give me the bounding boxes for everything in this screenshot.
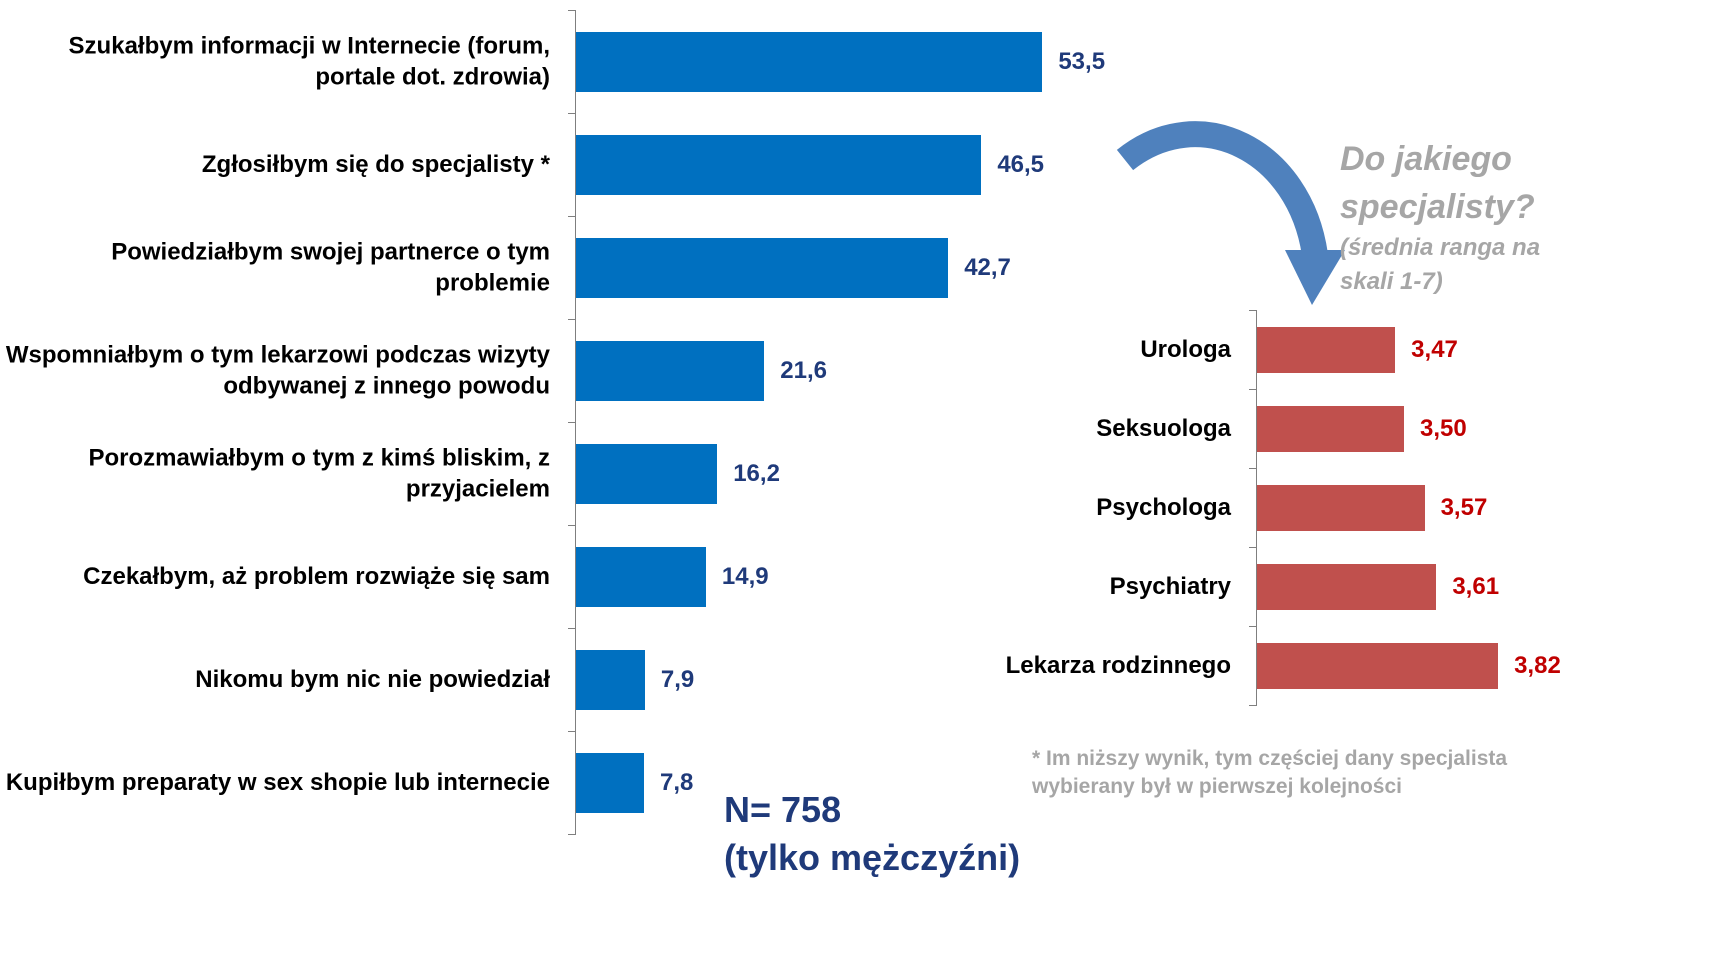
bar <box>576 340 765 401</box>
footnote-line: wybierany był w pierwszej kolejności <box>1032 775 1402 798</box>
bar <box>1257 326 1396 373</box>
category-label: Powiedziałbym swojej partnerce o tym pro… <box>111 237 550 297</box>
value-label: 7,9 <box>660 665 695 693</box>
sample-desc: (tylko mężczyźni) <box>724 837 1021 878</box>
arrow <box>1116 121 1328 258</box>
value-label: 3,57 <box>1440 493 1488 521</box>
value-label: 3,50 <box>1420 414 1467 442</box>
value-label: 7,8 <box>659 768 694 796</box>
category-label: Lekarza rodzinnego <box>1005 651 1231 679</box>
value-label: 42,7 <box>964 253 1011 281</box>
category-label: Psychiatry <box>1109 572 1231 600</box>
category-label: Seksuologa <box>1096 414 1231 442</box>
bar <box>576 31 1043 92</box>
axis-tick <box>568 628 576 629</box>
axis-tick <box>568 10 576 11</box>
category-label: Kupiłbym preparaty w sex shopie lub inte… <box>5 768 550 796</box>
category-label: Czekałbym, aż problem rozwiąże się sam <box>83 562 550 590</box>
bar <box>1257 484 1425 531</box>
sample-note: N= 758 (tylko mężczyźni) <box>724 786 1020 882</box>
axis-tick <box>1249 705 1257 706</box>
footnote-line: * Im niższy wynik, tym częściej dany spe… <box>1032 747 1508 770</box>
category-label: Nikomu bym nic nie powiedział <box>195 665 550 693</box>
value-label: 53,5 <box>1058 47 1106 75</box>
value-label: 14,9 <box>721 562 769 590</box>
axis-tick <box>1249 468 1257 469</box>
axis-line <box>1256 310 1257 705</box>
value-label: 3,61 <box>1452 572 1500 600</box>
axis-tick <box>568 319 576 320</box>
bar <box>576 752 644 813</box>
axis-tick <box>568 731 576 732</box>
axis-tick <box>1249 547 1257 548</box>
axis-tick <box>568 113 576 114</box>
bar <box>576 134 982 195</box>
sample-size: N= 758 <box>724 789 842 830</box>
category-label: Szukałbym informacji w Internecie (forum… <box>68 31 550 91</box>
category-label: Urologa <box>1140 335 1231 363</box>
bar <box>1257 405 1404 452</box>
category-label: Wspomniałbym o tym lekarzowi podczas wiz… <box>5 340 550 400</box>
value-label: 3,82 <box>1514 651 1561 679</box>
value-label: 16,2 <box>733 459 780 487</box>
axis-tick <box>1249 626 1257 627</box>
bar <box>576 443 718 504</box>
category-label: Zgłosiłbym się do specjalisty * <box>201 150 550 178</box>
axis-tick <box>568 834 576 835</box>
bar <box>1257 642 1499 689</box>
axis-tick <box>568 216 576 217</box>
axis-tick <box>568 422 576 423</box>
bar <box>576 649 645 710</box>
value-label: 21,6 <box>780 356 827 384</box>
arrow-head <box>1285 250 1345 305</box>
bar <box>576 237 949 298</box>
annotation: Do jakiego specjalisty? (średnia ranga n… <box>1340 135 1580 299</box>
axis-tick <box>1249 389 1257 390</box>
annotation-title: Do jakiego specjalisty? <box>1340 140 1535 226</box>
category-label: Psychologa <box>1096 493 1231 521</box>
category-label: Porozmawiałbym o tym z kimś bliskim, z p… <box>88 443 550 503</box>
value-label: 3,47 <box>1411 335 1458 363</box>
bar <box>576 546 706 607</box>
bar <box>1257 563 1437 610</box>
footnote: * Im niższy wynik, tym częściej dany spe… <box>1032 745 1507 801</box>
axis-tick <box>1249 310 1257 311</box>
axis-tick <box>568 525 576 526</box>
value-label: 46,5 <box>997 150 1045 178</box>
annotation-subtitle: (średnia ranga na skali 1-7) <box>1340 234 1541 295</box>
